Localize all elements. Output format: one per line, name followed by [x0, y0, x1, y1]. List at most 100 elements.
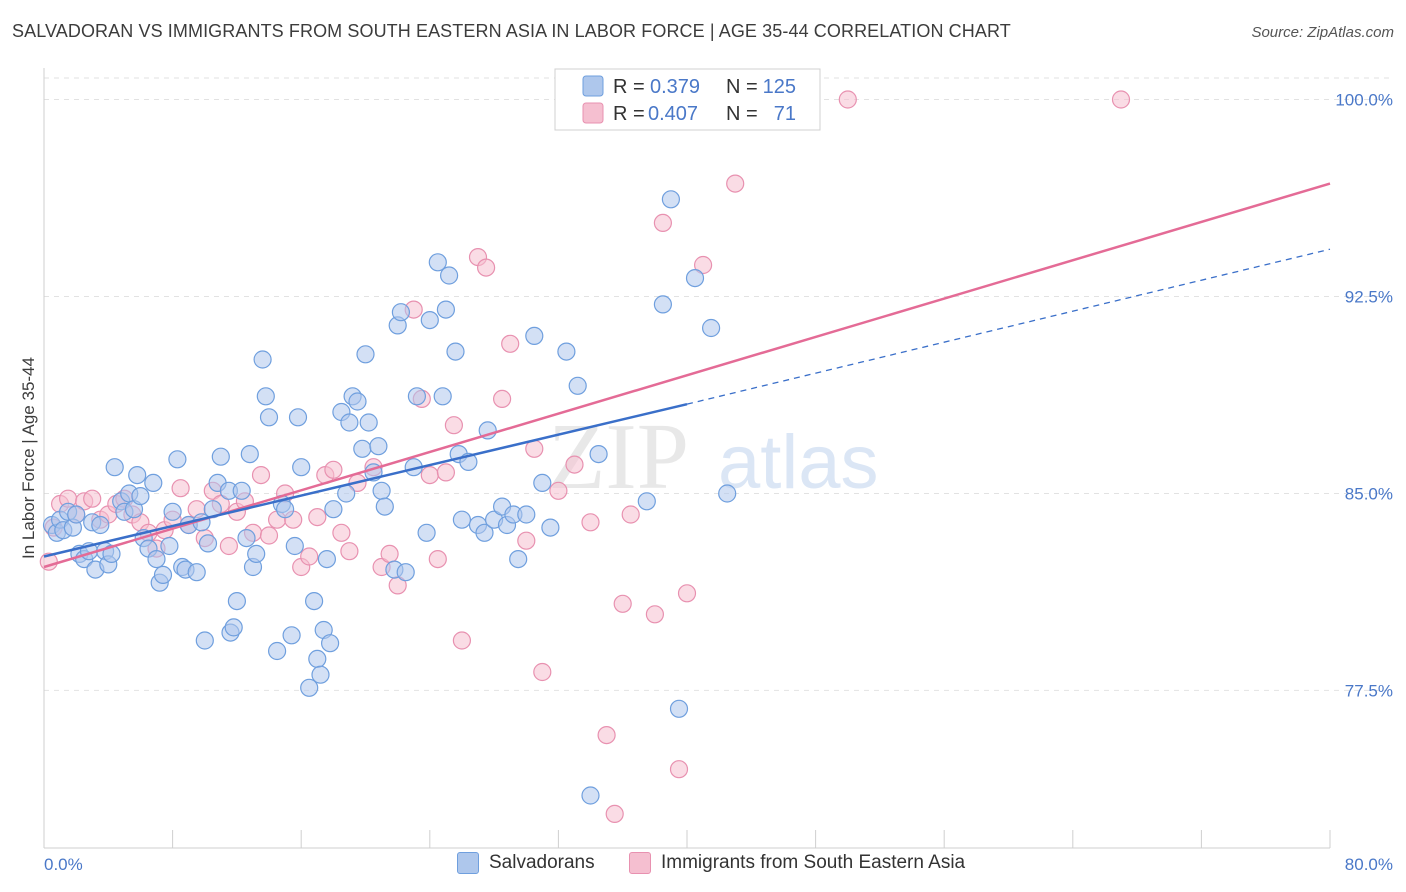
salvadorans-point-47 — [237, 528, 256, 548]
salvadorans-point-67 — [321, 634, 340, 653]
salvadorans-point-31 — [168, 450, 187, 469]
sea-point-54 — [501, 334, 520, 353]
salvadorans-point-22 — [131, 487, 150, 506]
sea-point-42 — [380, 544, 399, 564]
sea-point-64 — [621, 505, 640, 524]
correlation-legend: R = 0.379 N = 125 R = 0.407 N = 71 — [554, 68, 821, 131]
salvadorans-point-45 — [227, 591, 246, 611]
salvadorans-trend-extension — [686, 248, 1331, 405]
legend-r-label-blue: R = — [613, 76, 645, 98]
y-axis-label: In Labor Force | Age 35-44 — [19, 357, 38, 559]
legend-item-salvadorans[interactable]: Salvadorans — [457, 852, 595, 874]
legend-label-sea: Immigrants from South Eastern Asia — [661, 852, 966, 873]
chart-source: Source: ZipAtlas.com — [1251, 24, 1394, 41]
y-tick-label-2: 92.5% — [1345, 287, 1393, 306]
salvadorans-point-78 — [369, 437, 388, 456]
salvadorans-point-73 — [348, 392, 367, 411]
salvadorans-point-107 — [533, 473, 552, 492]
sea-point-23 — [219, 536, 238, 556]
salvadorans-point-56 — [276, 500, 295, 519]
legend-swatch-blue — [582, 75, 604, 97]
legend-n-value-pink: 71 — [774, 103, 796, 125]
sea-point-52 — [477, 258, 496, 277]
sea-point-60 — [581, 513, 600, 532]
salvadorans-point-111 — [581, 786, 600, 805]
salvadorans-point-80 — [375, 497, 394, 516]
salvadorans-point-46 — [232, 481, 251, 500]
legend-item-sea[interactable]: Immigrants from South Eastern Asia — [629, 852, 965, 874]
salvadorans-point-75 — [356, 345, 375, 364]
sea-point-33 — [300, 547, 319, 566]
sea-point-38 — [340, 542, 359, 561]
salvadorans-point-57 — [282, 626, 301, 645]
salvadorans-point-16 — [105, 458, 124, 477]
watermark: ZIP atlas — [548, 405, 879, 509]
salvadorans-point-68 — [324, 500, 343, 519]
sea-point-71 — [726, 174, 745, 193]
salvadorans-point-51 — [253, 350, 272, 369]
sea-point-6 — [83, 489, 102, 508]
salvadorans-point-21 — [128, 466, 147, 485]
legend-swatch-pink — [582, 102, 604, 124]
y-tick-label-3: 100.0% — [1335, 91, 1393, 110]
sea-point-34 — [308, 507, 327, 527]
salvadorans-point-37 — [195, 631, 214, 650]
salvadorans-point-74 — [353, 439, 372, 458]
x-tick-label-max: 80.0% — [1345, 855, 1393, 874]
salvadorans-point-106 — [525, 326, 544, 345]
sea-point-55 — [517, 531, 536, 550]
salvadorans-point-87 — [417, 523, 436, 542]
salvadorans-point-61 — [300, 678, 319, 697]
legend-swatch-salvadorans — [457, 852, 479, 874]
y-tick-label-0: 77.5% — [1345, 681, 1393, 700]
sea-point-67 — [669, 760, 689, 779]
salvadorans-point-116 — [669, 699, 689, 718]
legend-r-value-blue: 0.379 — [650, 76, 700, 98]
salvadorans-point-26 — [147, 549, 166, 569]
salvadorans-point-115 — [661, 190, 681, 209]
legend-label-salvadorans: Salvadorans — [489, 852, 595, 873]
salvadorans-point-86 — [407, 387, 426, 406]
salvadorans-point-104 — [509, 549, 528, 569]
chart-title: SALVADORAN VS IMMIGRANTS FROM SOUTH EAST… — [12, 21, 1011, 41]
salvadorans-point-44 — [224, 618, 243, 637]
axes — [43, 68, 1331, 849]
salvadorans-point-30 — [163, 502, 182, 521]
salvadorans-point-52 — [256, 387, 275, 406]
salvadorans-point-35 — [187, 563, 206, 582]
legend-n-label-blue: N = — [726, 76, 758, 98]
salvadorans-point-41 — [211, 447, 230, 466]
sea-point-49 — [444, 416, 463, 435]
salvadorans-point-54 — [268, 641, 287, 661]
salvadorans-point-28 — [153, 565, 173, 585]
sea-point-17 — [171, 479, 190, 498]
legend-swatch-sea — [629, 852, 651, 874]
sea-point-68 — [677, 584, 697, 603]
salvadorans-point-83 — [391, 303, 410, 322]
salvadorans-trend-line — [43, 402, 688, 558]
legend-n-label-pink: N = — [726, 103, 758, 125]
salvadorans-point-109 — [557, 342, 576, 361]
salvadorans-point-50 — [247, 544, 266, 564]
legend-n-value-blue: 125 — [763, 76, 796, 98]
x-tick-label-min: 0.0% — [44, 855, 83, 874]
sea-point-66 — [653, 213, 673, 232]
salvadorans-point-84 — [396, 563, 415, 582]
sea-point-37 — [332, 523, 351, 542]
salvadorans-point-76 — [359, 413, 378, 432]
salvadorans-point-64 — [311, 665, 330, 684]
sea-point-69 — [693, 255, 713, 275]
salvadorans-point-38 — [198, 534, 218, 553]
salvadorans-point-117 — [685, 269, 705, 288]
sea-point-36 — [324, 460, 343, 479]
sea-point-59 — [565, 455, 584, 474]
sea-point-63 — [613, 594, 632, 613]
sea-point-62 — [605, 804, 624, 824]
gridlines — [44, 77, 1393, 691]
sea-point-48 — [436, 463, 455, 482]
salvadorans-point-119 — [718, 484, 737, 503]
sea-point-27 — [251, 466, 271, 485]
salvadorans-point-108 — [541, 518, 560, 537]
salvadorans-point-95 — [452, 510, 471, 529]
